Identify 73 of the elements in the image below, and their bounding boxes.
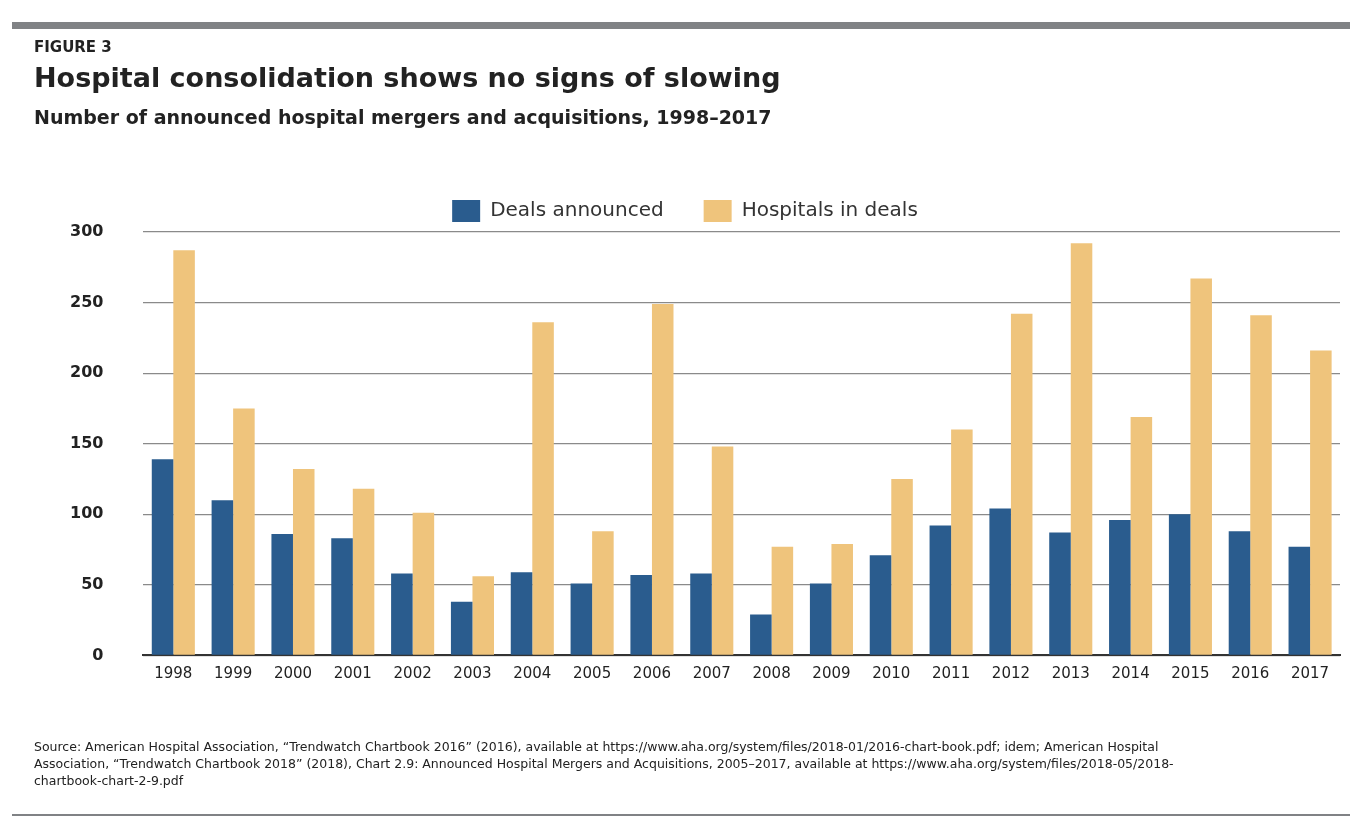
x-tick-label: 2001 — [333, 664, 372, 683]
legend-label: Hospitals in deals — [741, 197, 918, 222]
bar — [1310, 350, 1332, 655]
bar — [1070, 243, 1093, 655]
legend-label: Deals announced — [490, 197, 664, 222]
x-tick-label: 2017 — [1290, 664, 1330, 683]
x-tick-label: 2008 — [752, 664, 791, 683]
bar — [869, 555, 892, 655]
bar — [510, 572, 533, 655]
y-tick-label: 300 — [69, 221, 104, 241]
bar — [450, 601, 473, 655]
chart-title: Hospital consolidation shows no signs of slowing — [34, 62, 781, 93]
x-tick-label: 2004 — [513, 664, 552, 683]
bar — [532, 322, 554, 655]
bar — [472, 576, 494, 655]
bar — [891, 478, 913, 655]
bar — [929, 525, 952, 655]
bar — [352, 488, 375, 655]
x-tick-label: 2015 — [1171, 664, 1210, 683]
x-tick-label: 2003 — [453, 664, 492, 683]
bar — [391, 573, 413, 655]
bar — [233, 408, 255, 655]
x-tick-label: 2000 — [273, 664, 313, 683]
bar — [331, 538, 353, 655]
bar — [809, 583, 832, 655]
x-tick-label: 2011 — [932, 664, 971, 683]
bar — [831, 543, 853, 655]
x-tick-label: 2009 — [812, 664, 851, 683]
bar — [1109, 519, 1131, 655]
y-tick-label: 200 — [69, 362, 104, 382]
bar — [1130, 416, 1153, 655]
bar — [711, 446, 734, 655]
y-tick-label: 150 — [69, 432, 104, 452]
bar — [1288, 546, 1311, 655]
bar — [630, 574, 652, 655]
bar — [750, 614, 772, 655]
bar — [211, 500, 234, 655]
x-tick-label: 1999 — [214, 664, 253, 683]
bar — [1250, 315, 1272, 655]
bar — [570, 583, 593, 655]
x-tick-label: 2006 — [632, 664, 672, 683]
bar — [412, 512, 435, 655]
y-tick-label: 250 — [69, 291, 104, 311]
x-tick-label: 2010 — [872, 664, 911, 683]
bar — [592, 531, 614, 655]
bar — [292, 469, 315, 655]
x-tick-label: 2013 — [1051, 664, 1090, 683]
y-tick-label: 100 — [69, 503, 104, 523]
bar — [271, 534, 293, 655]
bar — [173, 250, 195, 655]
x-tick-label: 2007 — [692, 664, 731, 683]
bar — [951, 429, 973, 655]
bar — [1049, 532, 1071, 655]
x-tick-label: 1998 — [154, 664, 193, 683]
bar — [690, 573, 712, 655]
bar — [989, 508, 1011, 655]
bar — [151, 459, 174, 655]
bar — [1228, 531, 1251, 655]
y-tick-label: 50 — [81, 573, 104, 593]
x-tick-label: 2014 — [1111, 664, 1150, 683]
x-tick-label: 2002 — [393, 664, 432, 683]
x-tick-label: 2005 — [573, 664, 612, 683]
chart-subtitle: Number of announced hospital mergers and acquisitions, 1998–2017 — [34, 106, 772, 128]
bar — [1190, 278, 1212, 655]
x-tick-label: 2012 — [991, 664, 1031, 683]
bar — [651, 303, 674, 655]
bar — [771, 546, 794, 655]
caption: FIGURE 3 — [34, 38, 112, 56]
x-tick-label: 2016 — [1231, 664, 1270, 683]
source-note: Source: American Hospital Association, “Trendwatch Chartbook 2016” (2016), available at https://www.aha.org/system/files/2018-01/2016-chart-book.pdf; idem; American Hospital Association, “Trendwatch Chartbook 2018” (2018), Chart 2.9: Announced Hospital Mergers and Acquisitions, 2005–2017, available at https://www.aha.org/system/files/2018-05/2018-chartbook-chart-2-9.pdf — [34, 738, 1175, 789]
bar — [1168, 514, 1191, 655]
bar — [1010, 313, 1033, 655]
y-tick-label: 0 — [92, 644, 104, 664]
